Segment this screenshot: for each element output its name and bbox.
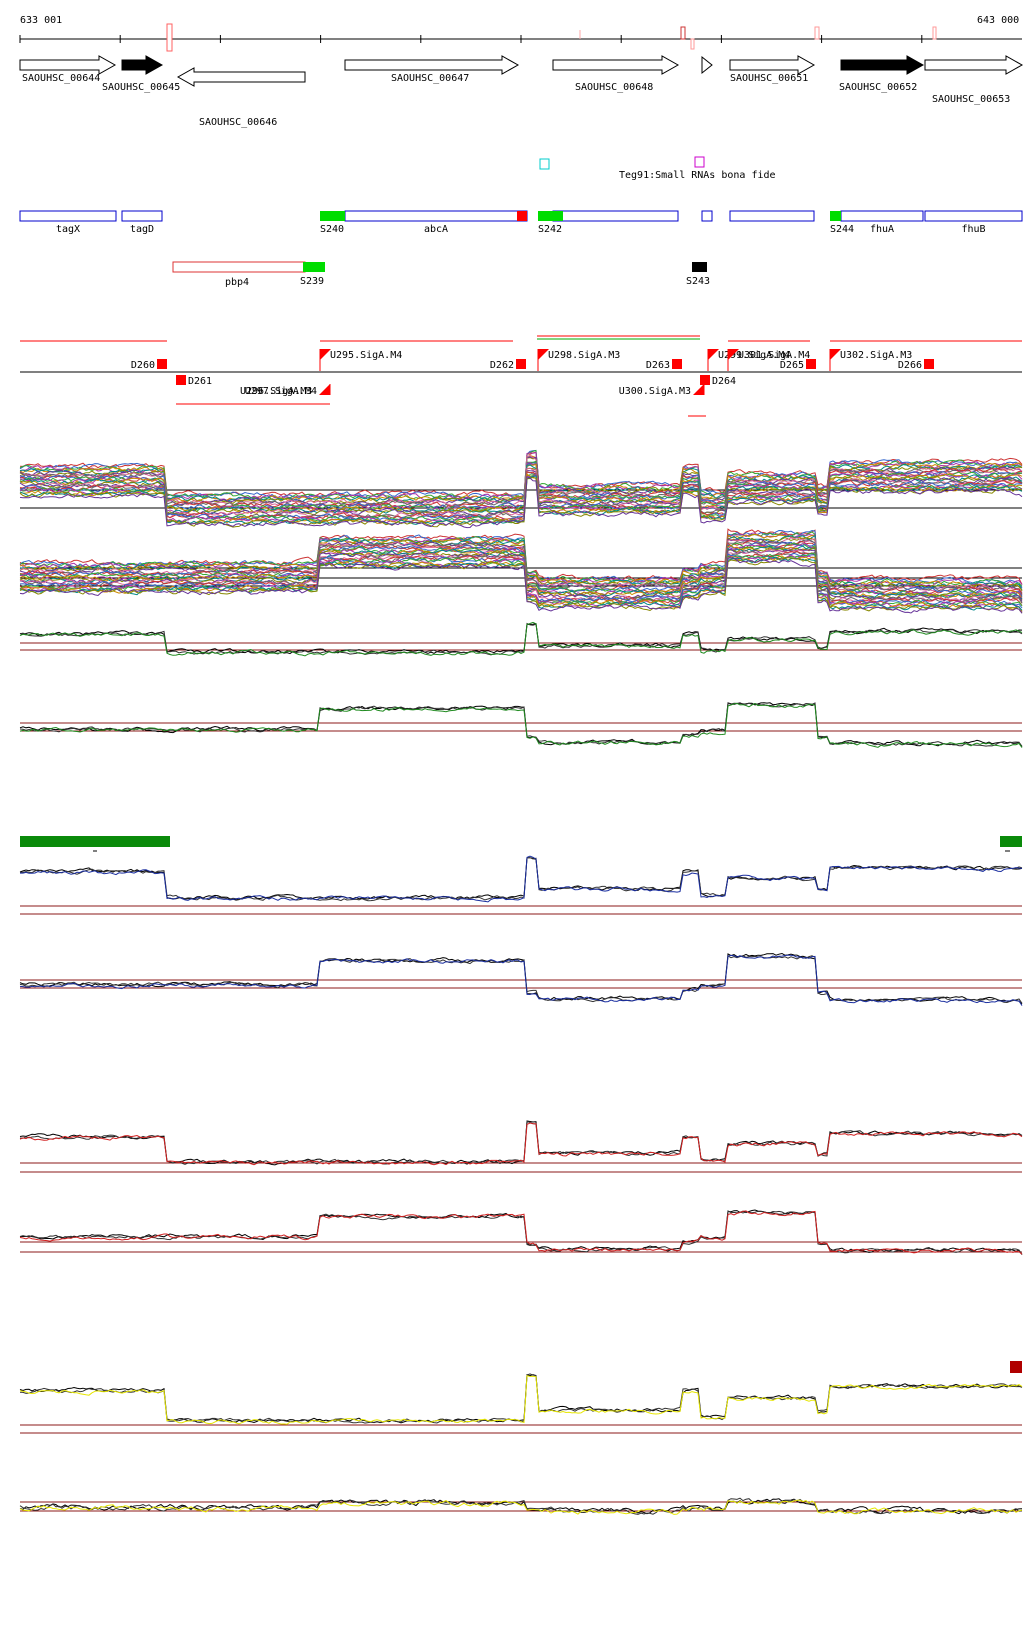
gene-arrow-SAOUHSC_00644[interactable] <box>19 55 117 75</box>
d-marker[interactable] <box>700 375 710 385</box>
u-marker[interactable] <box>708 349 719 360</box>
gene-arrow-g649[interactable] <box>701 55 713 75</box>
red-marker-square <box>1010 1361 1022 1373</box>
operon-box[interactable] <box>840 210 924 222</box>
d-marker[interactable] <box>924 359 934 369</box>
gene-arrow-SAOUHSC_00651[interactable] <box>729 55 816 75</box>
operon-label: abcA <box>424 224 448 235</box>
pbp4-operon-box[interactable] <box>172 261 306 273</box>
srna-label: Teg91:Small RNAs bona fide <box>619 170 776 181</box>
operon-box[interactable] <box>344 210 528 222</box>
site-s239-box[interactable] <box>303 262 325 272</box>
u-marker-label: U298.SigA.M3 <box>548 350 620 361</box>
gene-label: SAOUHSC_00648 <box>575 82 653 93</box>
gene-label: SAOUHSC_00645 <box>102 82 180 93</box>
u-marker[interactable] <box>693 384 704 395</box>
green-track-a <box>19 621 1023 657</box>
u-marker-label: U295.SigA.M4 <box>330 350 402 361</box>
green-segment-bar-right <box>1000 836 1022 847</box>
red-track-b <box>19 1209 1023 1255</box>
d-marker[interactable] <box>157 359 167 369</box>
transcript-marker-track: D260 D261 D262 D263 D264 D265 D266 U295.SigA.M4… <box>20 335 1022 417</box>
site-label: S242 <box>538 224 562 235</box>
site-box[interactable] <box>538 211 563 221</box>
multi-condition-track-a <box>19 449 1023 529</box>
srna-box-cyan[interactable] <box>539 158 550 170</box>
operon-label: fhuA <box>870 224 894 235</box>
d-marker[interactable] <box>176 375 186 385</box>
d-marker-label: D265 <box>780 360 804 371</box>
gene-arrow-SAOUHSC_00652[interactable] <box>840 55 925 75</box>
gene-arrow-SAOUHSC_00653[interactable] <box>924 55 1024 75</box>
ruler-end-label: 643 000 <box>977 15 1019 26</box>
operon-box[interactable] <box>552 210 679 222</box>
u-marker[interactable] <box>728 349 739 360</box>
u-marker[interactable] <box>830 349 841 360</box>
yellow-track-b <box>19 1497 1023 1515</box>
multi-condition-track-b <box>19 528 1023 614</box>
operon-label: fhuB <box>961 224 985 235</box>
operon-box[interactable] <box>729 210 815 222</box>
u-marker-label: U302.SigA.M3 <box>840 350 912 361</box>
d-marker-label: D263 <box>646 360 670 371</box>
yellow-track-a <box>19 1373 1023 1434</box>
gene-label: SAOUHSC_00653 <box>932 94 1010 105</box>
site-box[interactable] <box>320 211 345 221</box>
gene-label: SAOUHSC_00644 <box>22 73 100 84</box>
site-s239-label: S239 <box>300 276 324 287</box>
coordinate-ruler: 633 001 643 000 <box>19 15 1022 52</box>
u-marker-label: U301.SigA.M4 <box>738 350 810 361</box>
operon-box[interactable] <box>924 210 1023 222</box>
gene-arrow-SAOUHSC_00648[interactable] <box>552 55 680 75</box>
gene-arrow-SAOUHSC_00646[interactable] <box>176 67 306 87</box>
d-marker[interactable] <box>672 359 682 369</box>
operon-label: tagD <box>130 224 154 235</box>
u-marker-label: U300.SigA.M3 <box>619 386 691 397</box>
site-box[interactable] <box>830 211 841 221</box>
d-marker-label: D266 <box>898 360 922 371</box>
blue-track-b <box>19 952 1023 1006</box>
srna-track: Teg91:Small RNAs bona fide <box>539 156 776 181</box>
operon-label: tagX <box>56 224 80 235</box>
gene-arrow-SAOUHSC_00647[interactable] <box>344 55 520 75</box>
gene-label: SAOUHSC_00651 <box>730 73 808 84</box>
u-marker-label: U297.SigA.M4 <box>245 386 317 397</box>
u-marker[interactable] <box>319 384 330 395</box>
d-marker[interactable] <box>806 359 816 369</box>
u-marker[interactable] <box>320 349 331 360</box>
site-s243-label: S243 <box>686 276 710 287</box>
gene-arrow-SAOUHSC_00645[interactable] <box>121 55 164 75</box>
u296-label: U296.SigA.M3 <box>240 386 312 397</box>
operon-box[interactable] <box>121 210 163 222</box>
u-marker[interactable] <box>538 349 549 360</box>
site-s243-box[interactable] <box>692 262 707 272</box>
d-marker-label: D261 <box>188 376 212 387</box>
gene-label: SAOUHSC_00652 <box>839 82 917 93</box>
operon-box[interactable] <box>19 210 117 222</box>
green-track-b <box>19 702 1023 748</box>
pbp4-label: pbp4 <box>225 277 249 288</box>
pbp4-row: pbp4 S239 S243 <box>172 261 710 288</box>
d-marker[interactable] <box>516 359 526 369</box>
d-marker-label: D264 <box>712 376 736 387</box>
expression-tracks <box>19 449 1023 1515</box>
u-marker-label: U299.SigA.M4 <box>718 350 790 361</box>
green-segment-bar-left <box>20 836 170 847</box>
operon-box[interactable] <box>701 210 713 222</box>
site-label: S244 <box>830 224 854 235</box>
site-label: S240 <box>320 224 344 235</box>
red-track-a <box>19 1120 1023 1173</box>
gene-label: SAOUHSC_00646 <box>199 117 277 128</box>
d-marker-label: D260 <box>131 360 155 371</box>
blue-track-a <box>19 855 1023 915</box>
d-marker-label: D262 <box>490 360 514 371</box>
ruler-start-label: 633 001 <box>20 15 62 26</box>
srna-box-magenta[interactable] <box>694 156 705 168</box>
gene-label: SAOUHSC_00647 <box>391 73 469 84</box>
operon-track: tagX tagD abcA fhuA fhuB S240 S242 S244 <box>19 210 1023 235</box>
